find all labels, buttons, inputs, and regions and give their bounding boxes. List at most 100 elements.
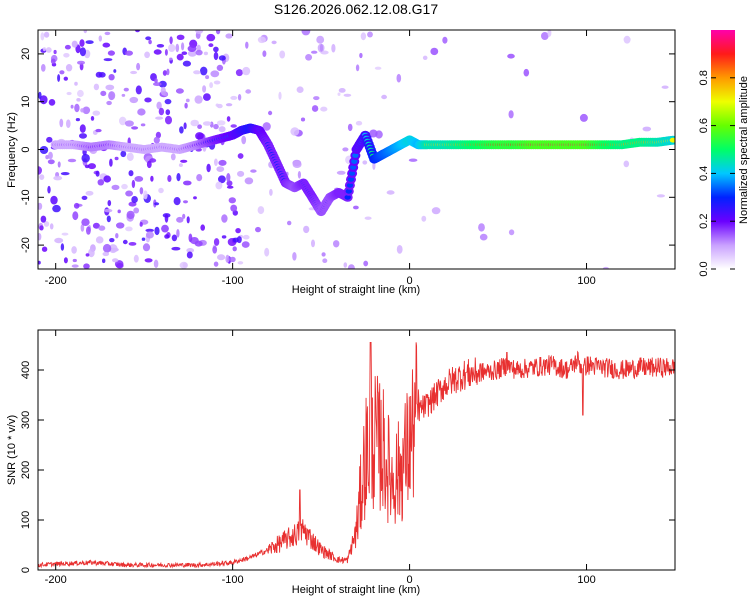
noise-blob bbox=[297, 171, 301, 179]
noise-blob bbox=[320, 50, 329, 55]
noise-blob bbox=[311, 50, 318, 54]
noise-blob bbox=[122, 239, 128, 245]
y-tick-label: 200 bbox=[20, 461, 32, 479]
noise-blob bbox=[216, 64, 224, 71]
noise-blob bbox=[206, 163, 211, 173]
noise-blob bbox=[196, 174, 203, 182]
noise-blob bbox=[190, 119, 199, 127]
y-tick-label: 0 bbox=[20, 567, 32, 573]
x-tick-label: -100 bbox=[222, 574, 244, 586]
noise-blob bbox=[200, 224, 205, 231]
snr-frame bbox=[37, 329, 676, 571]
ridge-core bbox=[669, 137, 675, 143]
x-tick-label: -200 bbox=[45, 275, 67, 287]
noise-blob bbox=[102, 42, 111, 48]
noise-blob bbox=[232, 246, 237, 252]
noise-blob bbox=[216, 120, 226, 126]
noise-blob bbox=[268, 110, 273, 116]
spectrogram-xlabel: Height of straight line (km) bbox=[292, 284, 420, 296]
noise-blob bbox=[102, 258, 106, 264]
noise-blob bbox=[119, 116, 127, 126]
noise-blob bbox=[313, 96, 320, 101]
noise-blob bbox=[81, 153, 90, 163]
noise-blob bbox=[245, 89, 252, 94]
noise-blob bbox=[63, 53, 70, 58]
noise-blob bbox=[431, 207, 441, 215]
noise-blob bbox=[67, 158, 77, 163]
noise-blob bbox=[362, 160, 368, 165]
noise-blob bbox=[179, 261, 188, 269]
noise-blob bbox=[121, 183, 128, 190]
noise-blob bbox=[125, 190, 133, 197]
noise-blob bbox=[508, 229, 515, 236]
noise-blob bbox=[182, 213, 186, 219]
noise-blob bbox=[183, 180, 192, 186]
noise-blob bbox=[396, 73, 402, 83]
noise-blob bbox=[154, 202, 160, 206]
noise-blob bbox=[245, 41, 249, 49]
noise-blob bbox=[319, 44, 324, 52]
noise-blob bbox=[169, 57, 173, 61]
spectrogram-ylabel: Frequency (Hz) bbox=[6, 112, 18, 188]
noise-blob bbox=[303, 225, 310, 234]
noise-blob bbox=[80, 224, 85, 232]
snr-ylabel: SNR (10 * v/v) bbox=[6, 415, 18, 485]
noise-blob bbox=[92, 222, 100, 229]
noise-blob bbox=[215, 103, 219, 107]
noise-blob bbox=[229, 256, 236, 263]
noise-blob bbox=[41, 64, 46, 72]
noise-blob bbox=[642, 126, 652, 132]
noise-blob bbox=[87, 163, 96, 170]
noise-blob bbox=[79, 133, 87, 139]
noise-blob bbox=[141, 237, 146, 241]
noise-blob bbox=[217, 254, 226, 261]
spectrogram-marks bbox=[38, 30, 675, 269]
noise-blob bbox=[396, 245, 403, 254]
noise-blob bbox=[79, 62, 84, 71]
noise-blob bbox=[139, 187, 144, 195]
noise-blob bbox=[126, 210, 135, 220]
noise-blob bbox=[296, 86, 304, 93]
noise-blob bbox=[100, 90, 107, 97]
noise-blob bbox=[70, 104, 74, 109]
noise-blob bbox=[83, 263, 90, 269]
y-tick-label: 0 bbox=[20, 146, 32, 152]
noise-blob bbox=[47, 185, 51, 194]
noise-blob bbox=[292, 251, 297, 261]
noise-blob bbox=[187, 45, 197, 52]
noise-blob bbox=[112, 258, 119, 263]
noise-blob bbox=[128, 170, 134, 177]
noise-blob bbox=[182, 60, 191, 67]
noise-blob bbox=[336, 170, 346, 175]
noise-blob bbox=[262, 50, 267, 57]
noise-blob bbox=[123, 87, 129, 92]
chart-title: S126.2026.062.12.08.G17 bbox=[274, 1, 438, 17]
noise-blob bbox=[72, 211, 79, 221]
noise-blob bbox=[106, 100, 112, 106]
noise-blob bbox=[71, 246, 77, 254]
noise-blob bbox=[213, 261, 219, 267]
noise-blob bbox=[187, 50, 197, 57]
noise-blob bbox=[547, 30, 552, 37]
noise-blob bbox=[93, 83, 100, 91]
noise-blob bbox=[125, 226, 133, 232]
noise-blob bbox=[40, 215, 47, 223]
noise-blob bbox=[255, 226, 261, 233]
noise-blob bbox=[133, 207, 140, 214]
noise-blob bbox=[165, 115, 172, 125]
noise-blob bbox=[214, 158, 218, 166]
noise-blob bbox=[79, 124, 86, 133]
noise-blob bbox=[337, 92, 341, 96]
noise-blob bbox=[171, 246, 181, 251]
noise-blob bbox=[210, 70, 220, 78]
noise-blob bbox=[408, 158, 418, 162]
y-tick-label: 10 bbox=[20, 96, 32, 108]
noise-blob bbox=[183, 122, 187, 130]
noise-blob bbox=[203, 93, 211, 101]
noise-blob bbox=[165, 109, 171, 116]
noise-blob bbox=[117, 209, 121, 214]
noise-blob bbox=[169, 36, 173, 45]
noise-blob bbox=[125, 50, 133, 56]
noise-blob bbox=[155, 131, 161, 139]
noise-blob bbox=[80, 108, 85, 113]
